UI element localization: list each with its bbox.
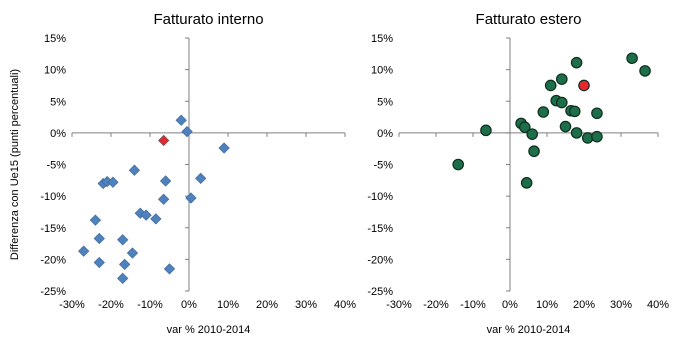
- x-tick-label: -30%: [386, 299, 412, 311]
- x-tick-label: -10%: [460, 299, 486, 311]
- x-tick-label: 20%: [256, 299, 278, 311]
- circle-marker: [591, 107, 603, 120]
- diamond-marker: [128, 164, 141, 176]
- y-axis-label: Differenza con Ue15 (punti percentuali): [9, 69, 21, 260]
- y-tick-label: 5%: [377, 96, 393, 108]
- y-tick-label: 15%: [371, 33, 393, 45]
- y-tick-label: -15%: [40, 223, 66, 235]
- x-axis-label: var % 2010-2014: [487, 324, 571, 336]
- x-tick-label: 30%: [295, 299, 317, 311]
- diamond-marker: [195, 172, 207, 185]
- x-tick-label: 0%: [181, 299, 197, 311]
- chart-panel-fatturato-interno: Fatturato interno 15% 10% 5% 0% -5% -10% -15% -2…: [9, 11, 356, 336]
- diamond-marker: [93, 232, 105, 245]
- diamond-marker: [218, 142, 230, 154]
- circle-marker: [537, 106, 550, 118]
- x-tick-label: 20%: [573, 299, 595, 311]
- circle-marker: [555, 73, 568, 85]
- circle-marker: [528, 145, 540, 158]
- y-tick-label: 15%: [44, 33, 66, 45]
- diamond-marker: [181, 125, 193, 138]
- diamond-marker: [185, 192, 197, 204]
- x-tick-label: -10%: [137, 299, 163, 311]
- y-tick-label: -20%: [367, 254, 393, 266]
- circle-marker: [452, 158, 464, 171]
- chart-title: Fatturato interno: [153, 11, 263, 28]
- y-tick-label: 0%: [377, 128, 393, 140]
- diamond-marker: [93, 256, 105, 269]
- circle-marker: [626, 52, 638, 65]
- x-tick-label: -20%: [423, 299, 449, 311]
- circle-marker: [570, 127, 583, 139]
- x-axis-label: var % 2010-2014: [167, 324, 251, 336]
- circle-marker: [591, 130, 603, 143]
- x-tick-label: 30%: [610, 299, 632, 311]
- circle-marker: [559, 120, 572, 133]
- x-tick-label: 10%: [536, 299, 558, 311]
- x-tick-label: -20%: [98, 299, 124, 311]
- circle-marker: [570, 56, 583, 69]
- highlight-circle-marker: [578, 79, 590, 92]
- x-tick-label: 0%: [502, 299, 518, 311]
- y-tick-label: 10%: [44, 65, 66, 77]
- circle-marker: [518, 121, 531, 133]
- diamond-marker: [117, 234, 129, 246]
- highlight-diamond-marker: [158, 134, 170, 147]
- diamond-marker: [163, 263, 176, 275]
- y-tick-label: -25%: [367, 286, 393, 298]
- circle-marker: [544, 79, 557, 92]
- diamond-marker: [119, 258, 131, 271]
- y-tick-label: -20%: [40, 254, 66, 266]
- y-tick-label: -10%: [367, 191, 393, 203]
- y-tick-label: 0%: [50, 128, 66, 140]
- circle-marker: [568, 105, 581, 118]
- x-tick-label: -30%: [59, 299, 85, 311]
- diamond-marker: [89, 214, 102, 226]
- diamond-marker: [126, 247, 139, 259]
- y-tick-label: -5%: [46, 160, 66, 172]
- y-tick-label: -25%: [40, 286, 66, 298]
- y-tick-label: 5%: [50, 96, 66, 108]
- diamond-marker: [150, 213, 162, 225]
- x-tick-label: 10%: [217, 299, 239, 311]
- y-tick-label: -10%: [40, 191, 66, 203]
- x-tick-label: 40%: [647, 299, 669, 311]
- y-tick-label: -5%: [373, 160, 393, 172]
- circle-marker: [526, 128, 538, 140]
- diamond-marker: [175, 114, 187, 126]
- circle-marker: [555, 96, 568, 109]
- diamond-marker: [158, 193, 170, 205]
- circle-marker: [520, 177, 533, 189]
- chart-panel-fatturato-estero: Fatturato estero 15% 10% 5% 0% -5% -10% -15% -20…: [367, 11, 669, 336]
- diamond-marker: [78, 245, 90, 257]
- diamond-marker: [107, 176, 119, 188]
- x-tick-label: 40%: [334, 299, 356, 311]
- diamond-marker: [117, 272, 129, 284]
- circle-marker: [480, 124, 492, 137]
- y-tick-label: 10%: [371, 65, 393, 77]
- diamond-marker: [159, 175, 172, 187]
- diamond-marker: [140, 209, 152, 221]
- chart-title: Fatturato estero: [476, 11, 582, 28]
- circle-marker: [639, 65, 651, 77]
- y-tick-label: -15%: [367, 223, 393, 235]
